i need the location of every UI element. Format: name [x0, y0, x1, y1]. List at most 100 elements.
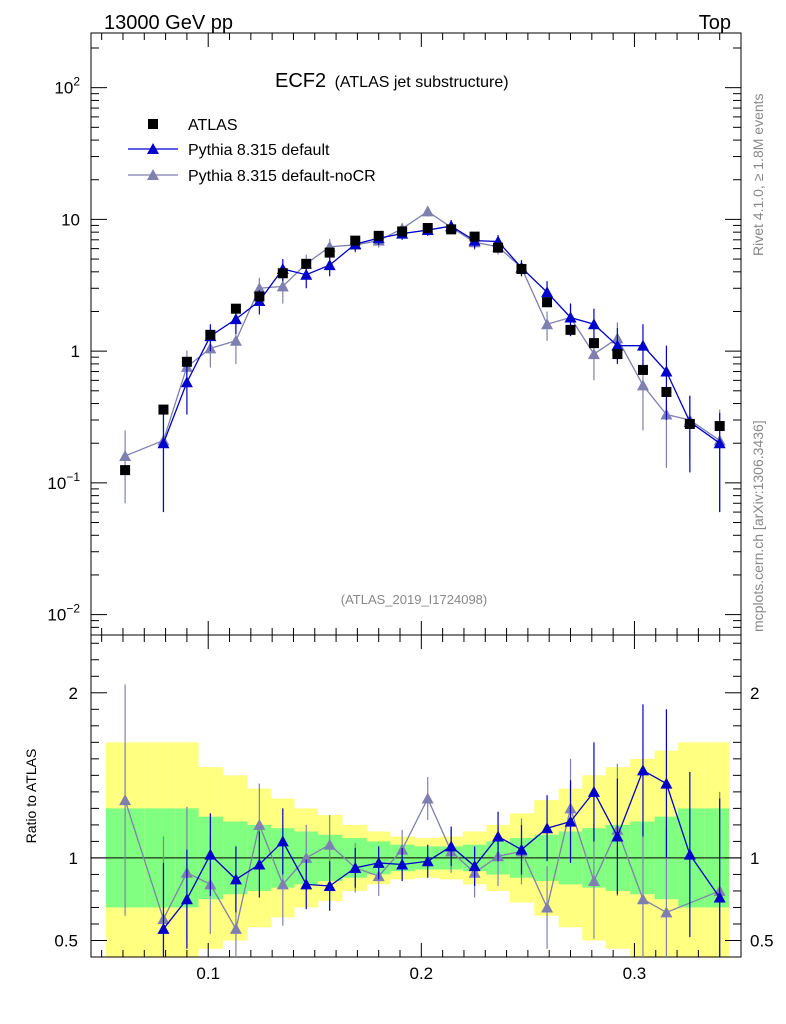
atlas-data-point — [120, 465, 131, 476]
y-tick-label-main: 10−1 — [47, 470, 80, 493]
pythia-default-point — [541, 286, 554, 298]
pythia-default-ratio-point — [713, 891, 726, 903]
atlas-data-point — [516, 264, 527, 275]
pythia-default-ratio-point — [445, 840, 458, 852]
pythia-nocr-ratio-point — [229, 922, 242, 934]
pythia-default-point — [660, 365, 673, 377]
pythia-default-point — [157, 437, 170, 449]
pythia-nocr-point — [421, 205, 434, 217]
legend-pythia-default-label: Pythia 8.315 default — [188, 142, 330, 159]
pythia-nocr-point — [636, 379, 649, 391]
pythia-default-ratio-point — [683, 848, 696, 860]
pythia-default-ratio-point — [204, 848, 217, 860]
atlas-data-point — [301, 258, 312, 269]
pythia-default-ratio-point — [587, 785, 600, 797]
y-tick-label-exponent: 2 — [73, 75, 80, 89]
atlas-data-point — [588, 338, 599, 349]
y-tick-label-base: 10 — [47, 474, 66, 493]
y-tick-label-ratio-left: 0.5 — [54, 931, 78, 950]
pythia-nocr-ratio-point — [276, 878, 289, 890]
pythia-nocr-point — [253, 282, 266, 294]
y-tick-label-base: 10 — [47, 606, 66, 625]
pythia-default-ratio-point — [396, 858, 409, 870]
atlas-data-point — [446, 224, 457, 235]
y-tick-label-ratio-left: 1 — [69, 849, 78, 868]
pythia-nocr-ratio-point — [660, 906, 673, 918]
atlas-data-point — [469, 231, 480, 242]
pythia-default-ratio-point — [468, 860, 481, 872]
atlas-data-point — [277, 268, 288, 279]
pythia-nocr-point — [276, 280, 289, 292]
mcplots-label: mcplots.cern.ch [arXiv:1306.3436] — [750, 420, 766, 632]
pythia-nocr-ratio-line — [124, 796, 720, 931]
ratio-series-layer — [119, 684, 726, 957]
atlas-data-point — [684, 418, 695, 429]
pythia-nocr-ratio-point — [253, 818, 266, 830]
atlas-data-point — [612, 349, 623, 360]
legend-atlas-marker — [148, 119, 158, 129]
ratio-ylabel: Ratio to ATLAS — [23, 749, 39, 844]
pythia-default-ratio-point — [253, 858, 266, 870]
analysis-id: (ATLAS_2019_I1724098) — [341, 592, 487, 607]
atlas-data-point — [542, 297, 553, 308]
y-tick-label-base: 10 — [54, 79, 73, 98]
atlas-data-point — [661, 386, 672, 397]
atlas-data-point — [565, 324, 576, 335]
pythia-default-ratio-point — [564, 815, 577, 827]
legend-pythia-nocr-label: Pythia 8.315 default-noCR — [188, 168, 376, 185]
pythia-default-ratio-point — [180, 893, 193, 905]
rivet-label: Rivet 4.1.0, ≥ 1.8M events — [750, 93, 766, 256]
pythia-nocr-ratio-point — [421, 792, 434, 804]
atlas-data-point — [230, 303, 241, 314]
pythia-default-ratio-point — [492, 830, 505, 842]
atlas-data-point — [714, 421, 725, 432]
legend-pythia-nocr-marker — [147, 169, 159, 180]
y-tick-label-ratio-right: 0.5 — [750, 931, 774, 950]
pythia-default-ratio-point — [323, 879, 336, 891]
y-tick-label-main: 102 — [54, 75, 80, 98]
atlas-data-point — [422, 223, 433, 234]
pythia-default-ratio-point — [636, 764, 649, 776]
pythia-default-point — [611, 339, 624, 351]
pythia-nocr-ratio-point — [587, 875, 600, 887]
pythia-default-ratio-point — [515, 843, 528, 855]
legend: ATLAS Pythia 8.315 default Pythia 8.315 … — [128, 117, 376, 185]
y-tick-label-ratio-right: 2 — [750, 684, 759, 703]
y-tick-label-ratio-left: 2 — [69, 684, 78, 703]
pythia-default-ratio-point — [541, 822, 554, 834]
pythia-default-ratio-point — [660, 777, 673, 789]
pythia-default-ratio-point — [300, 878, 313, 890]
pythia-nocr-point — [229, 334, 242, 346]
legend-pythia-default-marker — [147, 143, 159, 154]
pythia-default-ratio-point — [157, 922, 170, 934]
ratio-plot-frame — [90, 634, 742, 958]
pythia-nocr-ratio-point — [636, 893, 649, 905]
pythia-default-point — [180, 376, 193, 388]
main-series-layer — [119, 205, 726, 513]
pythia-default-line — [162, 225, 721, 444]
atlas-data-point — [637, 364, 648, 375]
y-tick-label-ratio-right: 1 — [750, 849, 759, 868]
pythia-default-point — [300, 268, 313, 280]
legend-atlas-label: ATLAS — [188, 117, 238, 134]
pythia-default-point — [713, 437, 726, 449]
pythia-nocr-point — [119, 449, 132, 461]
pythia-default-point — [564, 311, 577, 323]
atlas-data-point — [493, 242, 504, 253]
x-tick-label: 0.3 — [623, 964, 647, 983]
atlas-data-point — [205, 329, 216, 340]
x-tick-label: 0.1 — [196, 964, 220, 983]
pythia-default-ratio-point — [421, 855, 434, 867]
y-tick-label-base: 1 — [71, 342, 80, 361]
pythia-default-point — [587, 318, 600, 330]
atlas-data-point — [324, 247, 335, 258]
pythia-default-ratio-point — [372, 856, 385, 868]
atlas-data-point — [254, 291, 265, 302]
pythia-default-point — [229, 313, 242, 325]
chart-title-sub: (ATLAS jet substructure) — [335, 74, 509, 91]
atlas-data-point — [158, 404, 169, 415]
pythia-default-ratio-point — [611, 830, 624, 842]
axis-ticks — [91, 33, 741, 958]
